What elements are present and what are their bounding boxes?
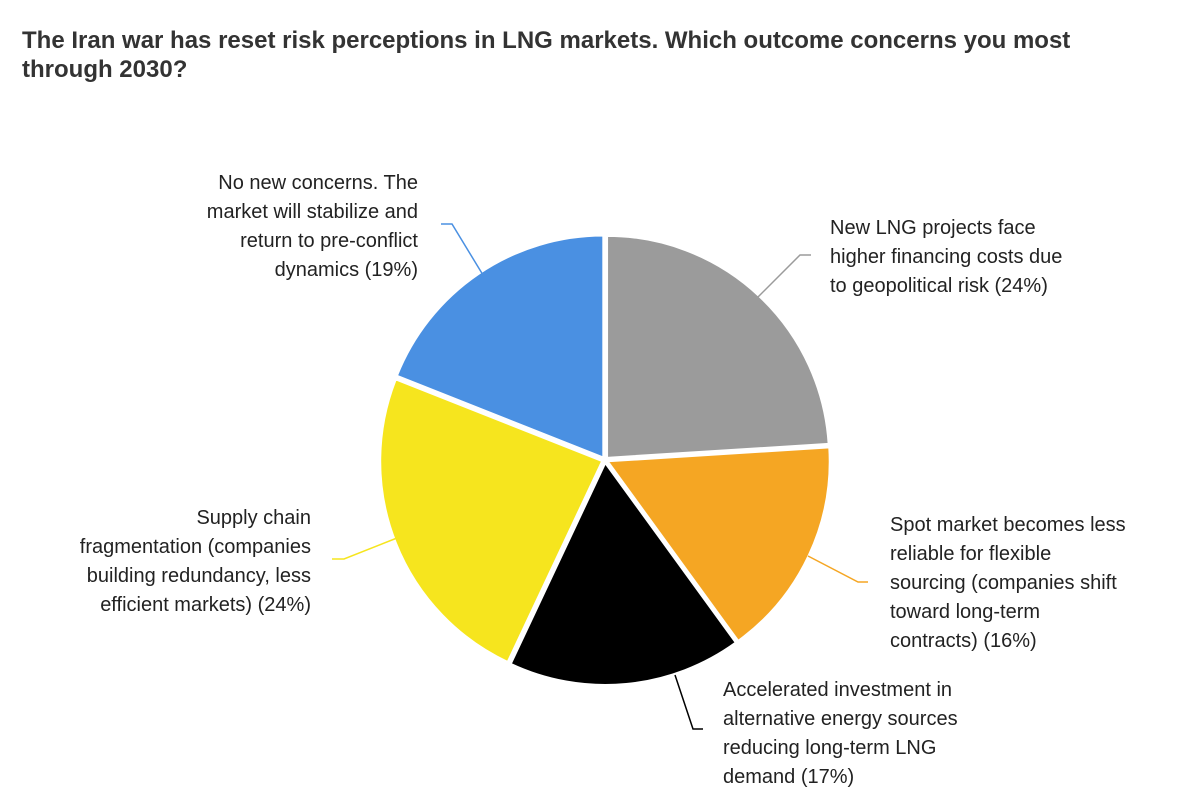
pie-slice-1 bbox=[606, 234, 830, 459]
pie-slice-3 bbox=[509, 461, 738, 686]
leader-line-3 bbox=[674, 674, 703, 730]
leader-line-2 bbox=[807, 555, 868, 583]
pie-slice-4 bbox=[379, 378, 604, 664]
slice-label-2: Spot market becomes less reliable for fle… bbox=[890, 514, 1126, 652]
pie-slice-5 bbox=[395, 234, 605, 459]
leader-line-4 bbox=[332, 537, 398, 560]
leader-line-5 bbox=[441, 223, 484, 276]
leader-line-1 bbox=[756, 254, 811, 299]
slice-label-1: New LNG projects face higher financing co… bbox=[830, 217, 1062, 297]
slice-label-3: Accelerated investment in alternative ene… bbox=[723, 679, 958, 788]
chart-title: The Iran war has reset risk perceptions … bbox=[22, 27, 1071, 83]
slice-label-4: Supply chain fragmentation (companies buil… bbox=[80, 507, 311, 616]
slice-label-5: No new concerns. The market will stabiliz… bbox=[207, 172, 419, 281]
